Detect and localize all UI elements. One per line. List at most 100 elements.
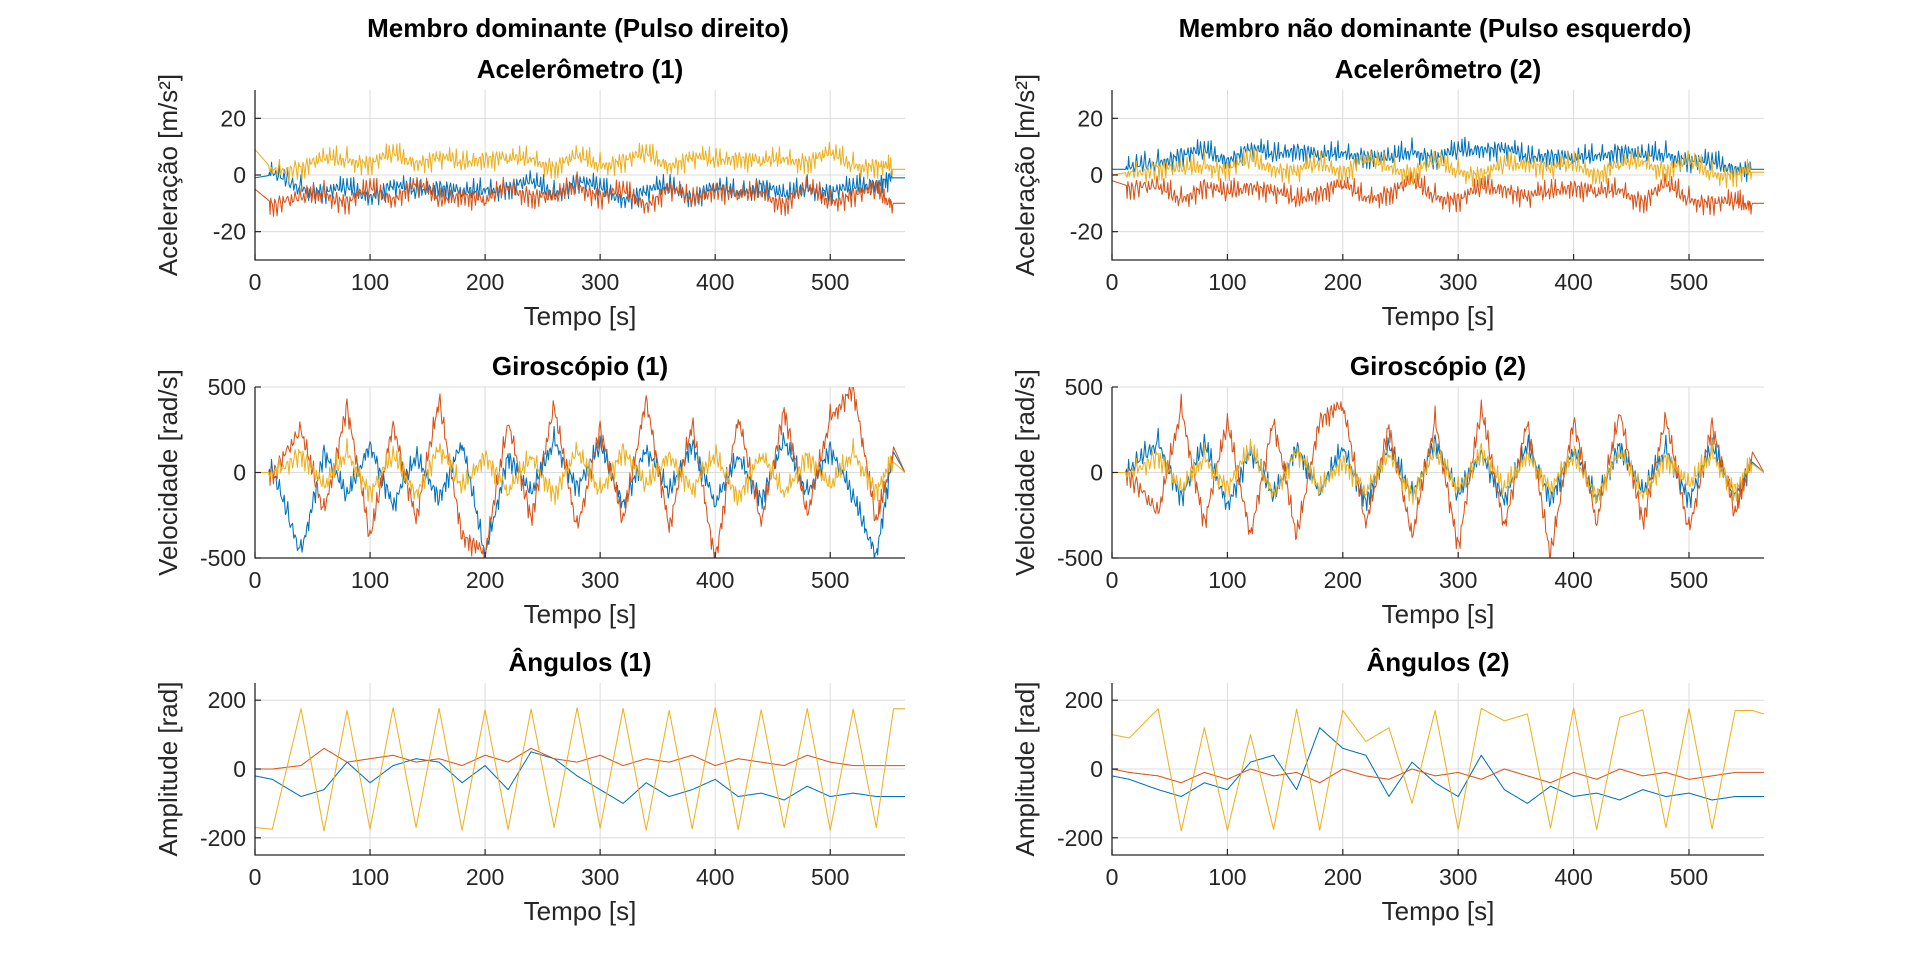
y-axis-label: Amplitude [rad] xyxy=(153,682,183,857)
y-tick-label: -20 xyxy=(1070,219,1103,245)
x-tick-label: 500 xyxy=(1670,864,1708,890)
subplot-title: Acelerômetro (1) xyxy=(477,54,684,84)
x-axis-label: Tempo [s] xyxy=(1382,599,1495,629)
x-tick-label: 500 xyxy=(1670,269,1708,295)
series-group xyxy=(1112,136,1764,216)
x-axis-label: Tempo [s] xyxy=(524,896,637,926)
x-tick-label: 500 xyxy=(811,269,849,295)
x-tick-label: 0 xyxy=(249,269,262,295)
x-tick-label: 200 xyxy=(1324,269,1362,295)
subplot-title: Giroscópio (1) xyxy=(492,351,668,381)
x-tick-label: 200 xyxy=(466,864,504,890)
series-line-3 xyxy=(1112,438,1764,506)
y-axis-label: Velocidade [rad/s] xyxy=(153,369,183,576)
x-tick-label: 0 xyxy=(249,567,262,593)
y-tick-label: 200 xyxy=(208,687,246,713)
x-tick-label: 100 xyxy=(1208,269,1246,295)
y-tick-label: 500 xyxy=(1065,374,1103,400)
subplot-title: Ângulos (2) xyxy=(1367,647,1510,677)
series-line-3 xyxy=(1112,148,1764,189)
y-tick-label: 0 xyxy=(233,460,246,486)
x-tick-label: 200 xyxy=(1324,567,1362,593)
series-line-2 xyxy=(255,171,905,217)
y-axis-label: Aceleração [m/s²] xyxy=(153,74,183,276)
x-tick-label: 0 xyxy=(249,864,262,890)
x-tick-label: 300 xyxy=(581,567,619,593)
x-tick-label: 300 xyxy=(581,864,619,890)
x-tick-label: 100 xyxy=(351,567,389,593)
y-tick-label: 0 xyxy=(1090,162,1103,188)
y-tick-label: 0 xyxy=(233,756,246,782)
x-tick-label: 200 xyxy=(466,269,504,295)
subplot-title: Acelerômetro (2) xyxy=(1335,54,1542,84)
x-tick-label: 0 xyxy=(1106,864,1119,890)
y-axis-label: Amplitude [rad] xyxy=(1010,682,1040,857)
x-tick-label: 300 xyxy=(1439,269,1477,295)
x-tick-label: 100 xyxy=(1208,567,1246,593)
y-tick-label: 20 xyxy=(220,105,246,131)
x-axis-label: Tempo [s] xyxy=(1382,896,1495,926)
x-tick-label: 100 xyxy=(1208,864,1246,890)
series-line-1 xyxy=(255,161,905,210)
series-line-3 xyxy=(255,707,905,832)
x-tick-label: 200 xyxy=(466,567,504,593)
y-tick-label: -200 xyxy=(200,825,246,851)
x-tick-label: 400 xyxy=(1554,567,1592,593)
y-tick-label: 0 xyxy=(1090,756,1103,782)
x-tick-label: 200 xyxy=(1324,864,1362,890)
y-tick-label: 500 xyxy=(208,374,246,400)
series-line-3 xyxy=(255,141,905,182)
series-line-3 xyxy=(1112,707,1764,832)
y-tick-label: 0 xyxy=(1090,460,1103,486)
series-line-3 xyxy=(255,437,905,506)
series-line-2 xyxy=(1112,170,1764,216)
series-line-2 xyxy=(1112,393,1764,558)
subplot-title: Ângulos (1) xyxy=(509,647,652,677)
x-tick-label: 400 xyxy=(696,864,734,890)
y-tick-label: 200 xyxy=(1065,687,1103,713)
series-line-2 xyxy=(255,747,905,770)
series-line-1 xyxy=(255,751,905,804)
y-axis-label: Velocidade [rad/s] xyxy=(1010,369,1040,576)
series-group xyxy=(1112,393,1764,558)
series-line-2 xyxy=(1112,768,1764,784)
series-line-1 xyxy=(1112,727,1764,804)
y-axis-label: Aceleração [m/s²] xyxy=(1010,74,1040,276)
x-tick-label: 0 xyxy=(1106,269,1119,295)
x-tick-label: 400 xyxy=(1554,864,1592,890)
series-line-1 xyxy=(1112,136,1764,183)
series-line-2 xyxy=(255,387,905,558)
series-group xyxy=(255,707,905,832)
x-axis-label: Tempo [s] xyxy=(524,301,637,331)
x-axis-label: Tempo [s] xyxy=(1382,301,1495,331)
x-tick-label: 300 xyxy=(1439,864,1477,890)
x-tick-label: 300 xyxy=(581,269,619,295)
x-tick-label: 500 xyxy=(1670,567,1708,593)
series-group xyxy=(255,141,905,217)
y-tick-label: 0 xyxy=(233,162,246,188)
subplot-title: Giroscópio (2) xyxy=(1350,351,1526,381)
series-group xyxy=(255,387,905,558)
x-tick-label: 400 xyxy=(696,269,734,295)
supertitle-right: Membro não dominante (Pulso esquerdo) xyxy=(1179,13,1692,43)
y-tick-label: -20 xyxy=(213,219,246,245)
y-tick-label: -500 xyxy=(1057,545,1103,571)
x-tick-label: 400 xyxy=(1554,269,1592,295)
x-tick-label: 300 xyxy=(1439,567,1477,593)
x-tick-label: 500 xyxy=(811,567,849,593)
x-tick-label: 100 xyxy=(351,269,389,295)
y-tick-label: -500 xyxy=(200,545,246,571)
series-group xyxy=(1112,707,1764,832)
x-tick-label: 400 xyxy=(696,567,734,593)
y-tick-label: 20 xyxy=(1077,105,1103,131)
x-tick-label: 100 xyxy=(351,864,389,890)
